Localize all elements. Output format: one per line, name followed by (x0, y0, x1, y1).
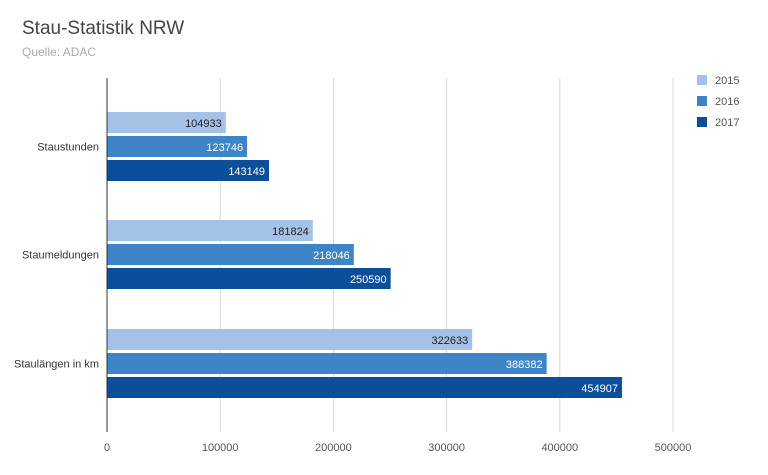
x-tick-label: 100000 (202, 442, 239, 454)
bar (107, 220, 313, 241)
data-label: 143149 (228, 166, 265, 178)
data-label: 250590 (350, 274, 387, 286)
legend-label: 2015 (715, 75, 739, 87)
data-label: 181824 (272, 226, 309, 238)
data-label: 123746 (206, 142, 243, 154)
legend-swatch (697, 96, 707, 106)
data-label: 322633 (432, 335, 469, 347)
category-label: Staustunden (37, 142, 99, 154)
chart-title: Stau-Statistik NRW (22, 18, 185, 39)
x-tick-label: 500000 (655, 442, 692, 454)
bar (107, 244, 354, 265)
x-tick-label: 0 (104, 442, 110, 454)
data-label: 454907 (581, 383, 618, 395)
data-label: 388382 (506, 359, 543, 371)
legend-label: 2017 (715, 117, 739, 129)
data-label: 218046 (313, 250, 350, 262)
bar (107, 112, 226, 133)
data-label: 104933 (185, 118, 222, 130)
bar (107, 377, 622, 398)
bar (107, 160, 270, 181)
legend-label: 2016 (715, 96, 739, 108)
chart-subtitle: Quelle: ADAC (22, 45, 97, 59)
bar (107, 268, 391, 289)
legend-swatch (697, 117, 707, 127)
bar (107, 136, 248, 157)
bar (107, 353, 547, 374)
category-label: Staulängen in km (14, 359, 99, 371)
x-tick-label: 200000 (315, 442, 352, 454)
bar (107, 329, 473, 350)
category-label: Staumeldungen (22, 250, 99, 262)
x-tick-label: 400000 (541, 442, 578, 454)
x-tick-label: 300000 (428, 442, 465, 454)
legend-swatch (697, 75, 707, 85)
